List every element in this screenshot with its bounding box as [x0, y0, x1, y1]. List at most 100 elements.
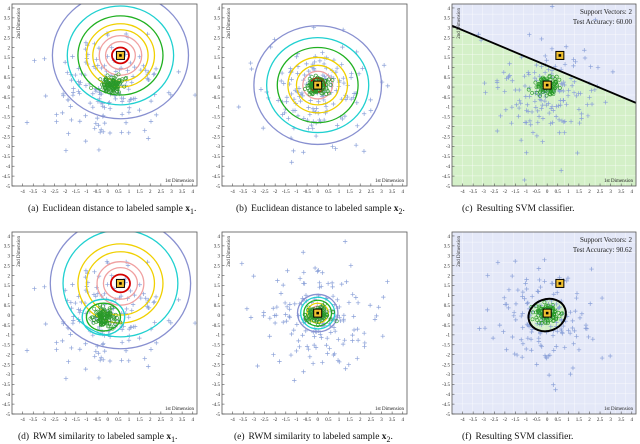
x-tick-label: -4	[460, 190, 465, 195]
background-point	[285, 268, 290, 273]
x-tick-label: -3.5	[469, 418, 477, 423]
panel-a: -4 -3.5 -3 -2.5 -2 -1.5 -1 -0.5 0 0.5 1 1.5 2 2.5 3 3.5…	[2, 3, 198, 195]
background-point	[126, 314, 131, 320]
x-tick-label: 0.5	[555, 190, 562, 195]
cluster-point	[102, 319, 107, 324]
background-point	[520, 289, 526, 295]
background-point	[548, 121, 553, 126]
background-point	[593, 17, 598, 22]
background-point	[523, 281, 528, 286]
background-point	[477, 326, 482, 331]
cluster-point	[118, 320, 123, 325]
background-point	[330, 144, 335, 149]
cluster-point	[304, 315, 309, 320]
background-point	[534, 362, 539, 367]
y-tick-label: -3	[216, 373, 221, 378]
background-point	[105, 282, 110, 287]
cluster-point	[323, 301, 327, 306]
background-point	[154, 340, 159, 346]
x-tick-label: -3.5	[239, 418, 247, 423]
caption-e: (e) RWM similarity to labeled sample x2.	[234, 432, 393, 444]
contour-ring	[96, 261, 145, 306]
x-tick-label: 0.5	[555, 418, 562, 423]
background-point	[342, 239, 348, 244]
y-tick-label: -4	[446, 393, 451, 398]
background-point	[60, 338, 65, 344]
cluster-point	[334, 319, 339, 324]
x-tick-label: 3	[609, 418, 612, 423]
cluster-point	[539, 320, 544, 325]
cluster-point	[112, 76, 117, 80]
background-point	[93, 121, 99, 126]
background-point	[529, 348, 534, 353]
background-point	[244, 306, 250, 311]
x-tick-label: 1	[338, 190, 341, 195]
background-point	[589, 88, 594, 93]
y-tick-label: 0	[448, 86, 451, 91]
cluster-point	[106, 309, 110, 314]
cluster-point	[98, 302, 102, 307]
x-tick-label: 3	[609, 190, 612, 195]
background-point	[527, 94, 532, 99]
background-point	[546, 67, 551, 72]
background-point	[192, 92, 197, 98]
caption-d-symbol: x	[166, 432, 172, 442]
contour-ring	[109, 273, 131, 294]
background-point	[577, 120, 582, 126]
background-point	[556, 117, 562, 123]
cluster-point	[114, 90, 119, 95]
x-tick-label: 0.5	[115, 418, 122, 423]
background-point	[328, 330, 334, 335]
background-point	[524, 277, 529, 282]
background-point	[248, 60, 253, 66]
cluster-point	[100, 323, 105, 327]
y-tick-label: 1.5	[214, 56, 221, 61]
x-tick-label: -1	[84, 190, 89, 195]
background-point	[87, 100, 93, 106]
background-point	[289, 77, 294, 82]
contour-ring	[51, 4, 190, 120]
x-tick-label: 1.5	[136, 418, 143, 423]
caption-c-text: Resulting SVM classifier.	[476, 204, 575, 214]
background-point	[532, 75, 538, 81]
background-point	[610, 69, 616, 75]
background-point	[341, 75, 346, 81]
x-tick-label: -1	[294, 418, 299, 423]
y-tick-label: -2.5	[2, 363, 10, 368]
x-tick-label: 4	[631, 418, 634, 423]
cluster-point	[106, 312, 111, 316]
background-point	[538, 343, 544, 348]
background-point	[537, 331, 543, 336]
background-point	[332, 328, 338, 334]
cluster-point	[326, 77, 331, 82]
y-tick-label: -1	[216, 334, 221, 339]
test-accuracy-text: Test Accuracy: 90.62	[573, 246, 633, 254]
background-point	[510, 334, 515, 340]
background-point	[301, 150, 306, 155]
y-tick-label: -3	[6, 373, 11, 378]
background-point	[553, 64, 558, 69]
background-point	[330, 293, 336, 299]
background-point	[83, 268, 89, 273]
background-point	[368, 108, 374, 113]
background-point	[547, 352, 553, 358]
background-point	[522, 177, 527, 183]
background-point	[306, 68, 311, 74]
background-point	[340, 341, 346, 347]
caption-b: (b) Euclidean distance to labeled sample …	[236, 204, 405, 216]
x-tick-label: 1.5	[576, 190, 583, 195]
background-point	[536, 335, 541, 341]
y-axis-label: 2nd Dimension	[457, 236, 462, 267]
background-point	[99, 65, 104, 71]
panel-b-background	[222, 4, 407, 186]
background-point	[529, 294, 535, 299]
y-tick-label: 3	[448, 27, 451, 32]
background-point	[572, 79, 577, 84]
background-point	[551, 382, 556, 387]
cluster-point	[331, 309, 335, 314]
contour-ring	[66, 5, 175, 106]
y-tick-label: 4	[218, 235, 221, 240]
background-point	[288, 352, 294, 358]
contour-ring	[85, 23, 156, 88]
